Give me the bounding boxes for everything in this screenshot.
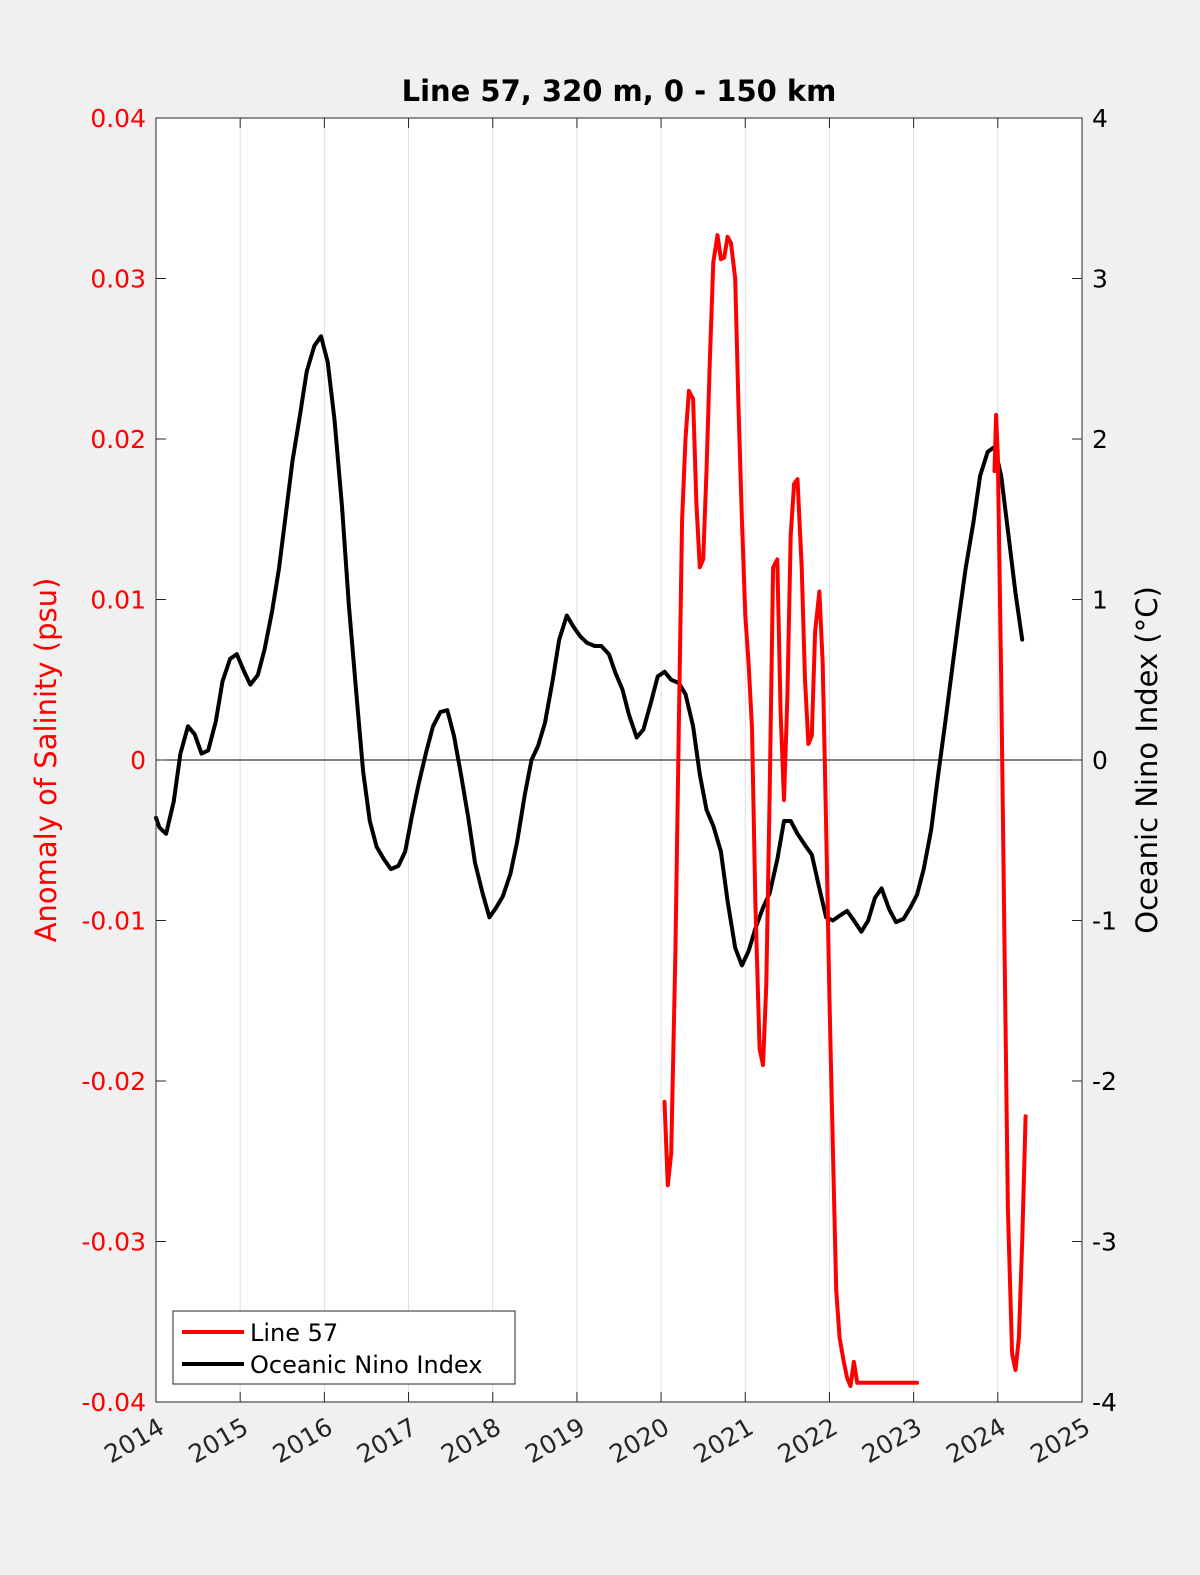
left-y-tick-label: 0.02 (90, 425, 146, 454)
right-y-tick-label: 3 (1092, 265, 1108, 294)
legend-label-oni: Oceanic Nino Index (250, 1351, 482, 1379)
series-line-line57-1 (992, 412, 1028, 1372)
legend-box (172, 1310, 516, 1385)
left-y-tick-label: -0.01 (81, 907, 146, 936)
legend-label-line57: Line 57 (250, 1319, 338, 1347)
left-y-axis-title: Anomaly of Salinity (psu) (29, 578, 63, 943)
legend: Line 57 Oceanic Nino Index (172, 1310, 516, 1385)
left-y-axis: -0.04 -0.03 -0.02 -0.01 0 0.01 0.02 0.03 0.04 (81, 104, 166, 1417)
series-line-oni (154, 334, 1025, 968)
right-y-tick-label: 1 (1092, 586, 1108, 615)
left-y-tick-label: 0.03 (90, 265, 146, 294)
left-y-tick-label: -0.04 (81, 1388, 146, 1417)
right-y-tick-label: -3 (1092, 1228, 1117, 1257)
chart-title: Line 57, 320 m, 0 - 150 km (402, 74, 837, 108)
right-y-tick-label: -2 (1092, 1067, 1117, 1096)
right-y-axis: -4 -3 -2 -1 0 1 2 3 4 (1072, 104, 1117, 1417)
left-y-tick-label: 0.01 (90, 586, 146, 615)
left-y-tick-label: 0.04 (90, 104, 146, 133)
right-y-tick-label: 0 (1092, 746, 1108, 775)
right-y-axis-title: Oceanic Nino Index (°C) (1130, 586, 1164, 934)
series-layer (154, 233, 1028, 1388)
series-line-line57-0 (662, 233, 919, 1388)
right-y-tick-label: 4 (1092, 104, 1108, 133)
left-y-tick-label: -0.02 (81, 1067, 146, 1096)
left-y-tick-label: 0 (130, 746, 146, 775)
right-y-tick-label: -1 (1092, 907, 1117, 936)
right-y-tick-label: -4 (1092, 1388, 1117, 1417)
right-y-tick-label: 2 (1092, 425, 1108, 454)
left-y-tick-label: -0.03 (81, 1228, 146, 1257)
